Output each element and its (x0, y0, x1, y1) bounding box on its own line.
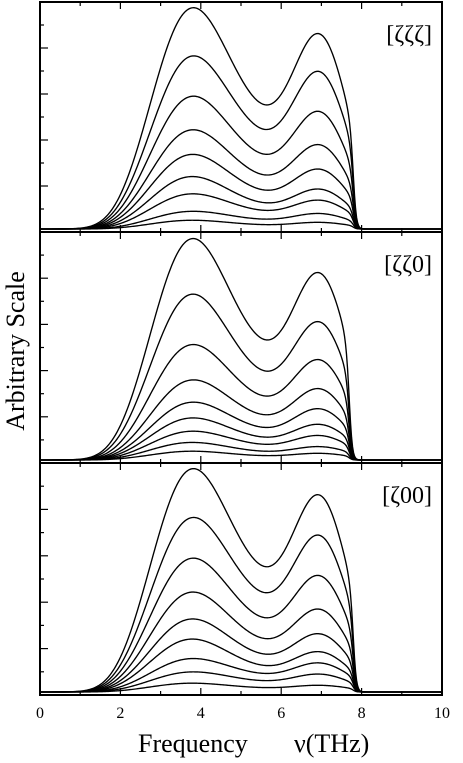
x-tick-labels: 0 2 4 6 8 10 (36, 705, 450, 722)
x-tick-label: 8 (358, 705, 366, 722)
panel-2-series-5 (40, 401, 442, 461)
x-tick-label: 2 (116, 705, 124, 722)
panel-1: [ζζζ] (39, 1, 443, 233)
panel-3-series-6 (40, 591, 442, 693)
panel-3-series-9 (40, 467, 442, 693)
panel-1-series-9 (40, 7, 442, 230)
panel-1-label: [ζζζ] (386, 22, 432, 48)
panel-1-series-8 (40, 55, 442, 230)
panel-3-series-8 (40, 516, 442, 693)
x-axis-unit: ν(THz) (294, 729, 369, 758)
x-tick-label: 4 (197, 705, 205, 722)
panel-3: [ζ00] (39, 462, 443, 696)
x-tick-label: 0 (36, 705, 44, 722)
panel-1-frame (39, 1, 443, 233)
panel-2-series-7 (40, 343, 442, 461)
y-axis-title: Arbitrary Scale (1, 271, 30, 431)
panel-3-label: [ζ00] (382, 483, 432, 509)
panel-1-series-5 (40, 153, 442, 230)
x-tick-label: 10 (434, 705, 450, 722)
x-tick-label: 6 (277, 705, 285, 722)
panel-2-frame (39, 231, 443, 464)
panel-2-series-8 (40, 293, 442, 461)
panel-1-series-6 (40, 129, 442, 230)
panel-2-series-9 (40, 237, 442, 461)
x-axis-title: Frequency (138, 729, 248, 758)
panels-group: [ζζζ] [ζζ0] [ζ00] (39, 1, 443, 696)
panel-2: [ζζ0] (39, 231, 443, 464)
panel-3-series-5 (40, 618, 442, 693)
panel-2-label: [ζζ0] (384, 252, 432, 278)
